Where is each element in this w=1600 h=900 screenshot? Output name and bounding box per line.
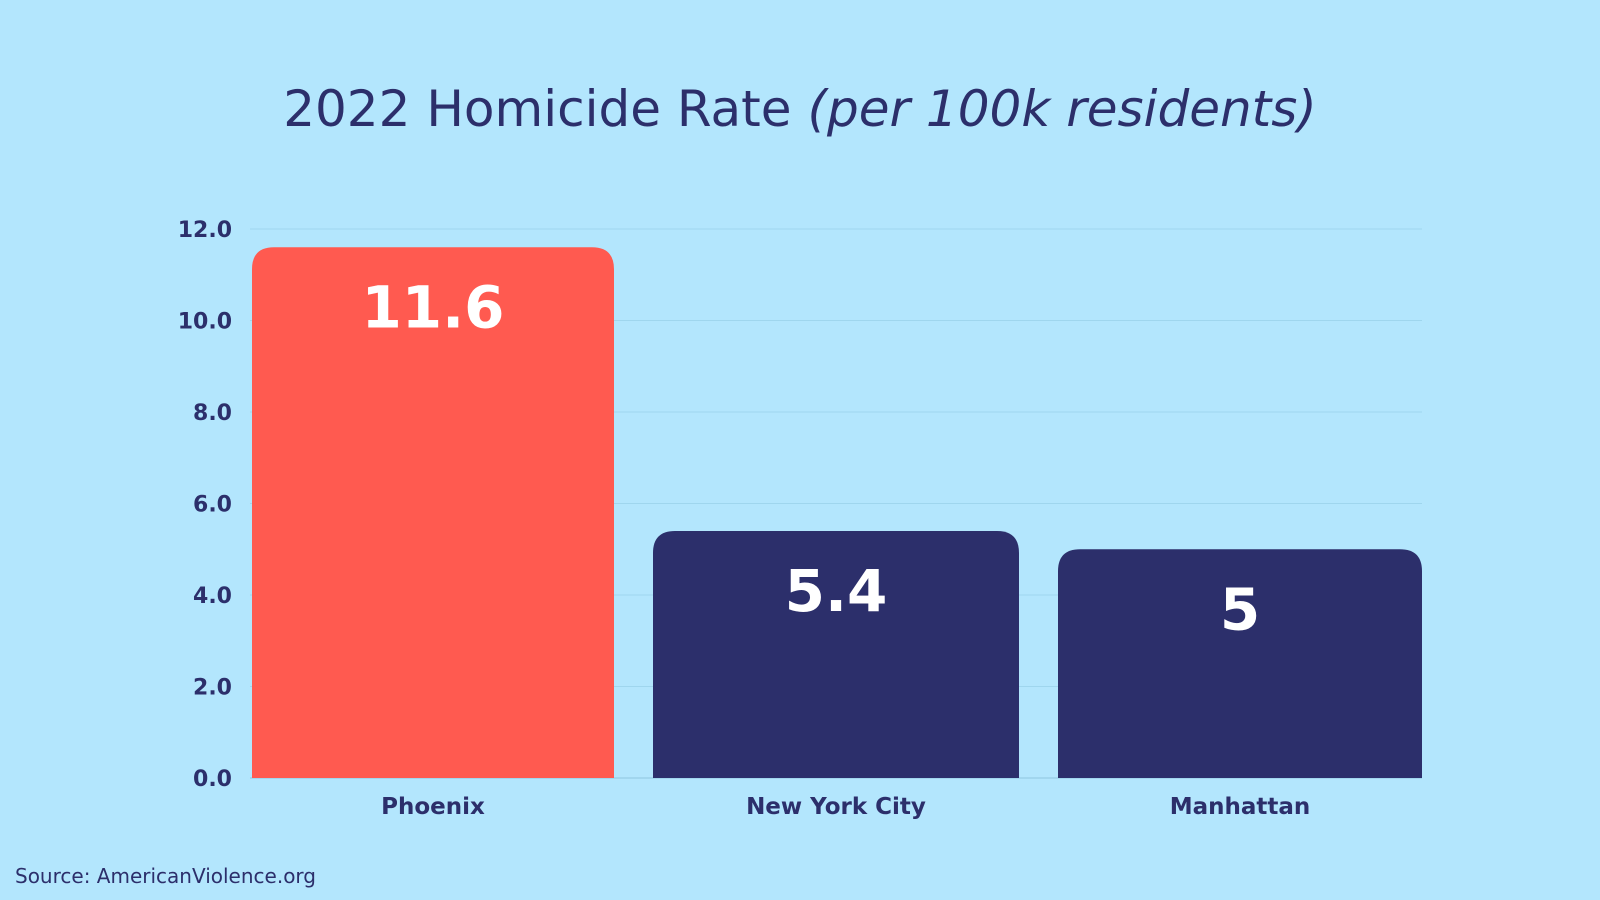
y-tick-label: 0.0 — [193, 767, 232, 792]
title-suffix: (per 100k residents) — [807, 80, 1317, 138]
data-label: 5 — [1220, 575, 1260, 643]
bar-phoenix — [252, 247, 614, 779]
title-main: 2022 Homicide Rate — [283, 80, 792, 138]
y-tick-label: 8.0 — [193, 401, 232, 426]
y-tick-label: 10.0 — [178, 310, 232, 335]
x-tick-label: Phoenix — [381, 794, 485, 820]
data-label: 5.4 — [785, 557, 888, 625]
y-tick-label: 4.0 — [193, 584, 232, 609]
y-tick-label: 12.0 — [178, 218, 232, 243]
bar-new-york-city — [653, 530, 1019, 778]
chart-title: 2022 Homicide Rate (per 100k residents) — [0, 80, 1600, 138]
y-tick-label: 6.0 — [193, 493, 232, 518]
x-tick-label: Manhattan — [1170, 794, 1311, 820]
source-note: Source: AmericanViolence.org — [15, 864, 316, 888]
y-tick-label: 2.0 — [193, 676, 232, 701]
data-label: 11.6 — [361, 273, 504, 341]
x-tick-label: New York City — [746, 794, 926, 820]
bar-manhattan — [1058, 549, 1422, 778]
